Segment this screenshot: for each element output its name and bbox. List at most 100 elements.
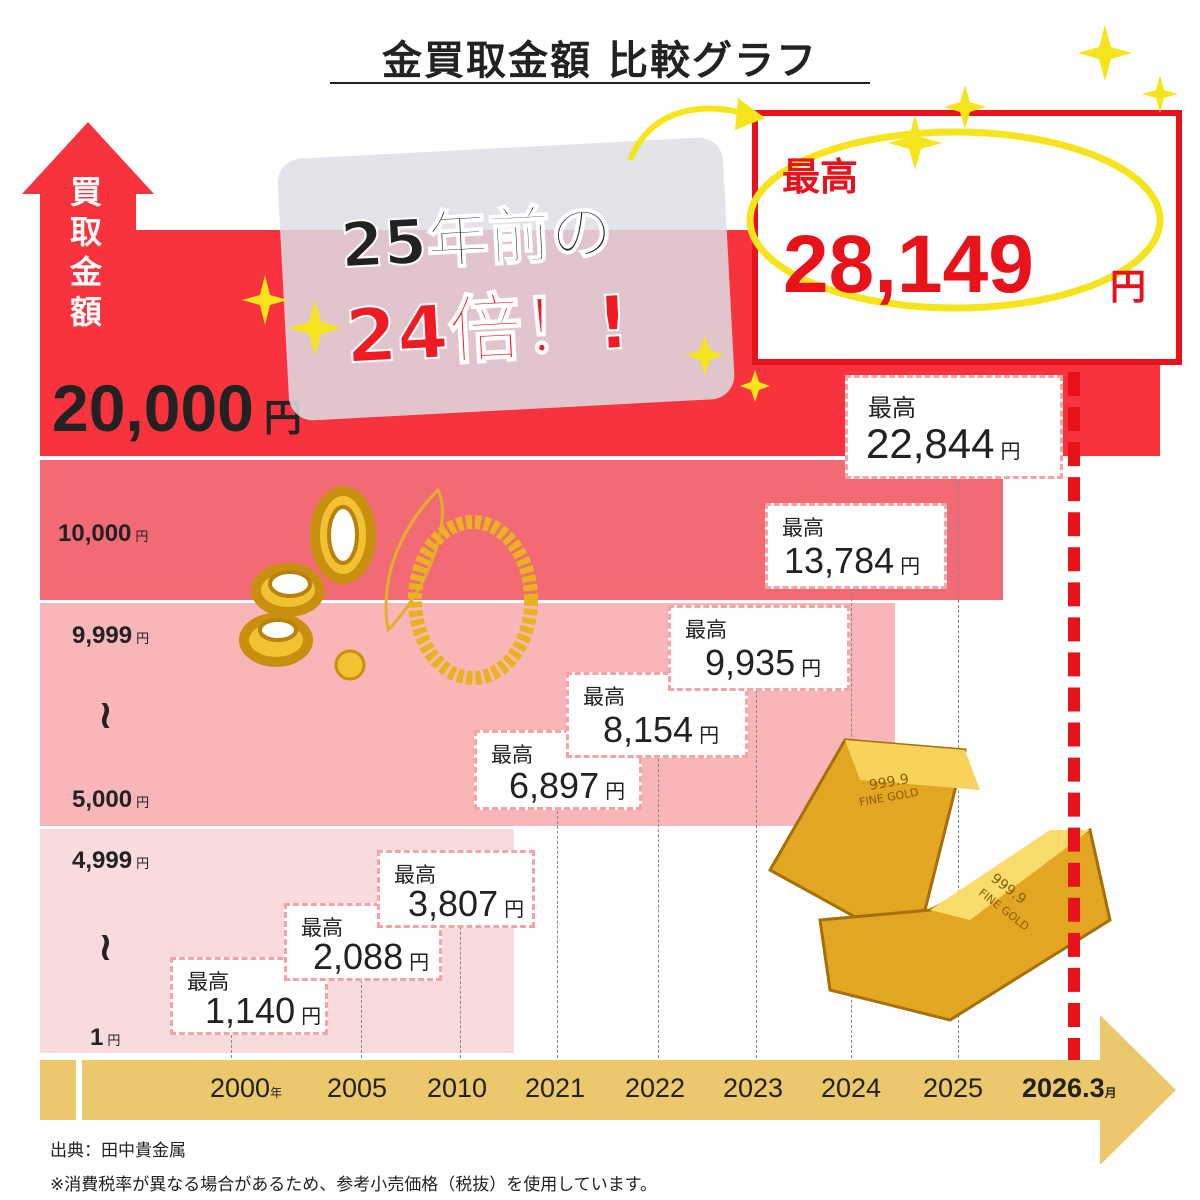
value-unit: 円 (409, 952, 430, 974)
y-tick-value: 20,000 (52, 371, 254, 445)
source-note: 出典：田中貴金属 (50, 1141, 186, 1161)
value-box-number: 22,844 円 (866, 420, 1020, 468)
value-text: 6,897 (509, 765, 600, 806)
title-underline (330, 82, 870, 84)
sparkle-icon (242, 275, 342, 356)
sparkle-icon (888, 85, 986, 170)
x-axis-left-block (40, 1060, 76, 1120)
y-label-char: 買 (69, 173, 102, 211)
tax-note: ※消費税率が異なる場合があるため、参考小売価格（税抜）を使用しています。 (50, 1175, 658, 1195)
x-tick-label: 2025 (923, 1073, 984, 1103)
gridline-2010 (460, 927, 461, 1058)
svg-text:999.9: 999.9 (868, 771, 910, 794)
y-tick-20000: 20,000 円 (52, 370, 302, 446)
value-box-2024: 最高 13,784 円 (765, 503, 947, 589)
y-label-char: 取 (69, 213, 102, 251)
value-text: 1,140 (205, 990, 296, 1031)
highlight-ellipse (746, 128, 1164, 312)
value-text: 3,807 (408, 883, 499, 924)
y-tick-unit: 円 (136, 631, 150, 646)
value-unit: 円 (504, 899, 525, 921)
value-text: 9,935 (705, 642, 796, 683)
value-box-label: 最高 (782, 517, 824, 540)
highest-unit: 円 (1110, 267, 1147, 308)
y-tick-value: 10,000 (58, 520, 132, 547)
callout-line2: 24倍！! (342, 279, 633, 382)
y-label-char: 金 (69, 253, 102, 291)
gold-bars-illustration: 999.9 FINE GOLD 999.9 FINE GOLD (767, 738, 1112, 1022)
x-tick: 2000年 (210, 1073, 282, 1104)
y-tick-4999: 4,999 円 (72, 847, 149, 875)
value-text: 13,784 (784, 540, 895, 581)
y-tick-value: 1 (90, 1024, 104, 1051)
value-box-label: 最高 (491, 744, 533, 767)
x-tick-label: 2024 (821, 1073, 882, 1103)
x-tick-unit: 月 (1104, 1086, 1117, 1100)
value-box-number: 3,807 円 (408, 883, 524, 925)
value-box-label: 最高 (685, 619, 727, 642)
chart-title: 金買取金額 比較グラフ (382, 38, 818, 84)
gold-jewelry-illustration (239, 486, 538, 685)
y-axis-label: 買 取 金 額 (66, 172, 106, 332)
value-box-number: 13,784 円 (784, 540, 920, 582)
value-box-2023: 最高 9,935 円 (668, 605, 850, 691)
x-tick: 2026.3月 (1022, 1073, 1117, 1104)
highlight-arrow (627, 98, 765, 162)
value-box-label: 最高 (583, 686, 625, 709)
y-tick-value: 9,999 (72, 622, 133, 649)
value-box-2010: 最高 3,807 円 (377, 850, 535, 928)
y-axis-arrow-head (22, 122, 154, 194)
value-box-label: 最高 (868, 395, 916, 422)
y-tick-value: 4,999 (72, 847, 133, 874)
sparkle-icon (1078, 25, 1178, 113)
value-box-number: 8,154 円 (603, 709, 719, 751)
y-tick-unit: 円 (135, 529, 149, 544)
sparkle-icon (686, 335, 770, 402)
x-tick-label: 2021 (525, 1073, 586, 1103)
highest-label: 最高 (782, 155, 859, 199)
value-box-2022: 最高 8,154 円 (566, 672, 748, 758)
range-tilde: ≀ (98, 924, 113, 970)
value-box-label: 最高 (187, 971, 229, 994)
y-tick-5000: 5,000 円 (72, 786, 149, 814)
value-unit: 円 (801, 658, 822, 680)
value-text: 22,844 (866, 420, 995, 467)
x-tick-unit: 年 (270, 1086, 283, 1100)
y-tick-unit: 円 (136, 795, 150, 810)
x-tick-label: 2026.3 (1022, 1073, 1105, 1103)
x-axis-bar (82, 1060, 1102, 1120)
value-unit: 円 (900, 556, 921, 578)
y-tick-value: 5,000 (72, 786, 133, 813)
value-box-2025: 最高 22,844 円 (845, 375, 1063, 479)
y-tick-10000: 10,000 円 (58, 520, 148, 548)
value-box-2005: 最高 2,088 円 (284, 903, 442, 981)
y-label-char: 額 (69, 293, 102, 331)
gridline-2023 (756, 690, 757, 1058)
value-unit: 円 (301, 1006, 322, 1028)
value-box-number: 9,935 円 (705, 642, 821, 684)
gridline-2022 (658, 754, 659, 1058)
value-box-number: 2,088 円 (313, 936, 429, 978)
x-tick-label: 2000 (210, 1073, 271, 1103)
y-tick-unit: 円 (107, 1033, 121, 1048)
gridline-2021 (557, 806, 558, 1058)
range-tilde: ≀ (98, 692, 113, 738)
value-box-number: 6,897 円 (509, 765, 625, 807)
y-tick-unit: 円 (136, 856, 150, 871)
x-tick-label: 2022 (625, 1073, 686, 1103)
value-text: 8,154 (603, 709, 694, 750)
value-unit: 円 (699, 725, 720, 747)
x-tick-label: 2005 (327, 1073, 388, 1103)
value-box-label: 最高 (301, 917, 343, 940)
value-text: 2,088 (313, 936, 404, 977)
x-tick-label: 2010 (427, 1073, 488, 1103)
value-unit: 円 (1000, 441, 1021, 463)
highest-value: 28,149 (783, 219, 1034, 310)
gridline-2000 (231, 1030, 232, 1058)
gridline-2005 (361, 980, 362, 1058)
y-tick-9999: 9,999 円 (72, 622, 149, 650)
x-tick-label: 2023 (723, 1073, 784, 1103)
x-axis-arrow-head (1100, 1015, 1176, 1165)
value-box-label: 最高 (394, 864, 436, 887)
